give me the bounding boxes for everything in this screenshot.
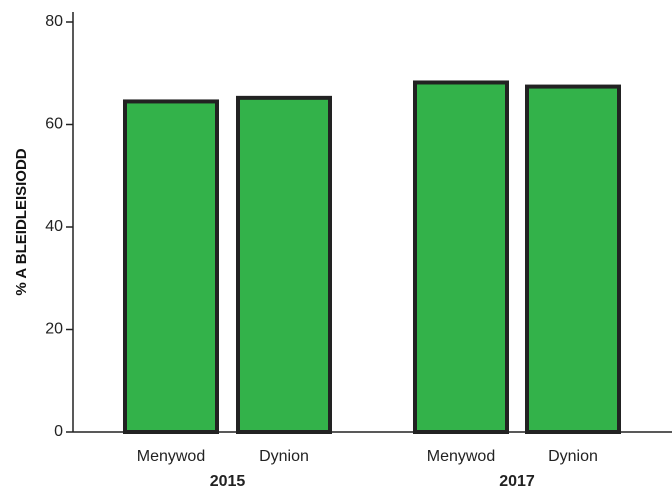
bar-2017-dynion (525, 84, 621, 434)
y-tick-label: 40 (45, 218, 63, 235)
y-ticks: 0 20 40 60 80 (45, 13, 73, 440)
bar-2015-menywod (123, 99, 219, 434)
group-labels: 2015 2017 (210, 473, 535, 490)
y-tick-label: 80 (45, 13, 63, 30)
y-tick-label: 0 (54, 423, 63, 440)
category-label: Dynion (259, 448, 309, 465)
bar-2015-dynion (236, 95, 332, 434)
group-label: 2017 (499, 473, 535, 490)
bar-2017-menywod (413, 80, 509, 434)
category-label: Dynion (548, 448, 598, 465)
bars (123, 80, 621, 434)
category-labels: Menywod Dynion Menywod Dynion (137, 448, 598, 465)
category-label: Menywod (137, 448, 205, 465)
y-tick-label: 60 (45, 116, 63, 133)
group-label: 2015 (210, 473, 246, 490)
y-axis-title: % A BLEIDLEISIODD (13, 148, 30, 295)
category-label: Menywod (427, 448, 495, 465)
y-tick-label: 20 (45, 321, 63, 338)
